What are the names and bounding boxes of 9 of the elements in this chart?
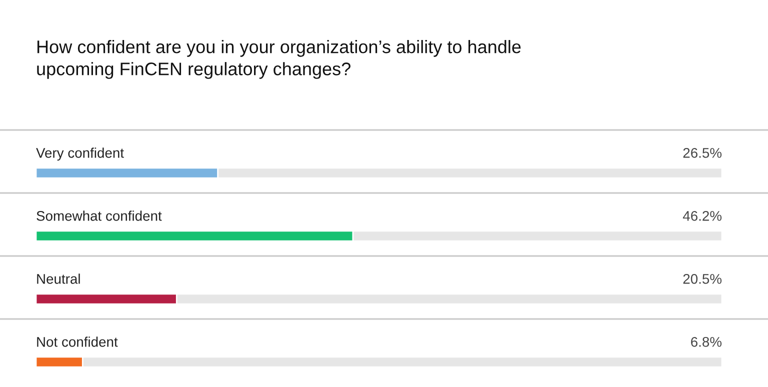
y-tick-label: Not confident [37, 336, 118, 347]
y-tick-label: Neutral [37, 274, 80, 284]
data-label: 26.5% [683, 148, 722, 158]
chart-title: How confident are you in your organization’s ability to handle upcoming FinCEN regulatory changes? [37, 40, 521, 79]
y-tick-label: Somewhat confident [36, 210, 162, 221]
data-label: 46.2% [682, 210, 722, 221]
data-label: 6.8% [691, 336, 722, 347]
data-label: 20.5% [683, 274, 722, 284]
y-tick-label: Very confident [36, 148, 124, 161]
